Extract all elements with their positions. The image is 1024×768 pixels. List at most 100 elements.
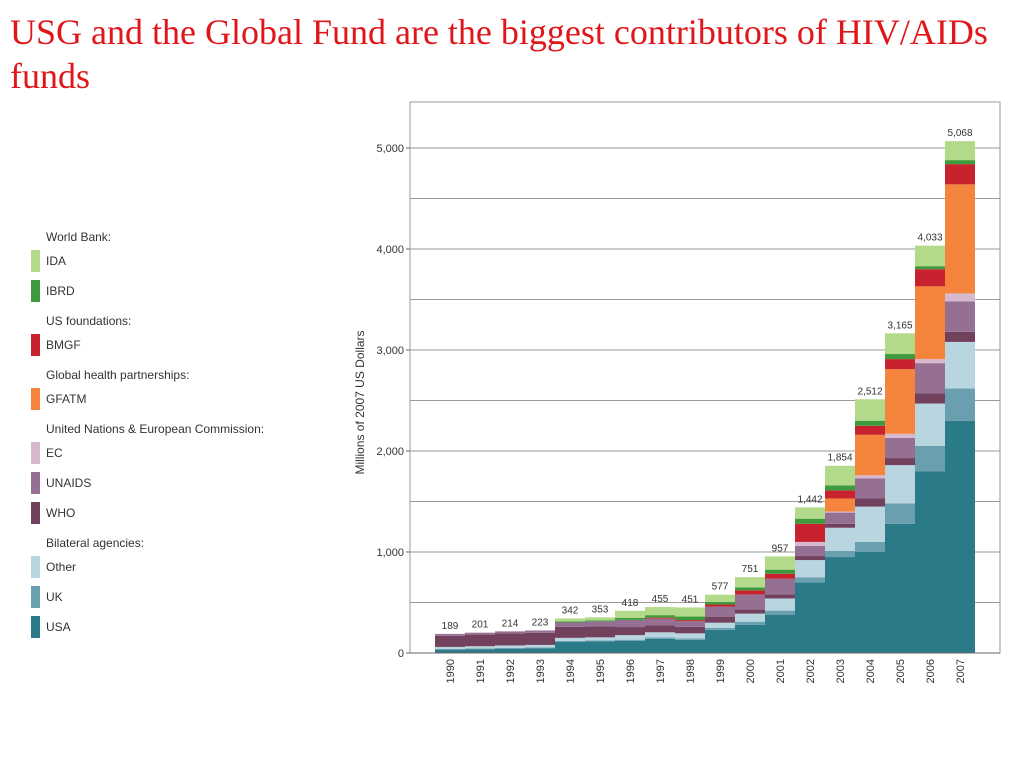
legend-swatch [31, 472, 40, 494]
bar-segment-ec [795, 541, 825, 546]
bar-segment-other [795, 560, 825, 578]
x-tick-label: 2005 [895, 659, 907, 683]
y-axis-label: Millions of 2007 US Dollars [353, 330, 367, 474]
legend-group-world-bank: World Bank: IDA IBRD [30, 228, 330, 306]
legend-heading: US foundations: [46, 314, 132, 328]
legend-label: BMGF [46, 338, 81, 352]
y-tick-label: 0 [398, 648, 404, 660]
bar-segment-who [495, 633, 525, 646]
bar-segment-who [465, 634, 495, 647]
legend-group-united-nations-european-commission: United Nations & European Commission: EC U… [30, 420, 330, 528]
bar-segment-other [945, 341, 975, 389]
bar-segment-ec [885, 433, 915, 438]
bar-segment-unaids [735, 594, 765, 610]
x-tick-label: 1995 [595, 659, 607, 683]
bar-segment-ida [705, 594, 735, 602]
bar-segment-usa [585, 641, 615, 653]
bar-segment-uk [495, 647, 525, 649]
bar-segment-usa [435, 649, 465, 653]
legend-swatch [31, 616, 40, 638]
bar-segment-uk [525, 647, 555, 649]
bar-segment-usa [855, 552, 885, 653]
bar-segment-usa [795, 582, 825, 653]
bar-total-label: 455 [652, 594, 669, 605]
bar-segment-other [855, 506, 885, 542]
legend-heading: Bilateral agencies: [46, 536, 145, 550]
bar-segment-ibrd [765, 569, 795, 574]
bar-segment-bmgf [705, 604, 735, 607]
bar-segment-uk [945, 388, 975, 421]
bar-segment-ibrd [675, 616, 705, 621]
bar-segment-unaids [795, 545, 825, 557]
x-tick-label: 1994 [565, 659, 577, 683]
bar-segment-other [435, 646, 465, 649]
x-tick-label: 2007 [955, 659, 967, 683]
bar-segment-ibrd [795, 518, 825, 524]
legend-heading: World Bank: [46, 230, 112, 244]
bar-segment-bmgf [735, 590, 765, 595]
slide-title: USG and the Global Fund are the biggest … [10, 12, 988, 96]
x-tick-label: 2003 [835, 659, 847, 683]
bar-segment-uk [465, 648, 495, 650]
bar-segment-who [825, 523, 855, 528]
bar-segment-who [555, 626, 585, 638]
bar-segment-bmgf [645, 617, 675, 619]
bar-segment-unaids [675, 621, 705, 627]
bar-segment-uk [555, 640, 585, 642]
bar-total-label: 3,165 [887, 320, 912, 331]
y-tick-label: 1,000 [376, 547, 404, 559]
bar-segment-who [435, 635, 465, 647]
x-tick-label: 1991 [475, 659, 487, 683]
bar-segment-ec [855, 475, 885, 479]
bar-total-label: 189 [442, 621, 459, 632]
bar-segment-who [525, 632, 555, 645]
bar-segment-ibrd [585, 620, 615, 622]
bar-segment-ida [675, 607, 705, 617]
bar-total-label: 957 [772, 543, 789, 554]
bar-segment-unaids [585, 621, 615, 627]
bar-total-label: 2,512 [857, 386, 882, 397]
bar-segment-usa [495, 648, 525, 653]
legend-label: WHO [46, 506, 76, 520]
bar-segment-ida [795, 507, 825, 519]
bar-segment-ec [915, 359, 945, 364]
bar-segment-ida [555, 618, 585, 622]
bar-segment-uk [915, 445, 945, 472]
legend-label: IBRD [46, 284, 75, 298]
bar-segment-uk [585, 640, 615, 642]
legend-group-us-foundations: US foundations: BMGF [30, 312, 330, 360]
bar-segment-usa [465, 649, 495, 653]
bar-segment-other [735, 613, 765, 622]
bar-segment-unaids [825, 512, 855, 524]
legend-heading: Global health partnerships: [46, 368, 190, 382]
bar-segment-unaids [765, 578, 795, 595]
legend-label: UK [46, 590, 63, 604]
bar-segment-uk [435, 648, 465, 650]
legend-swatch [31, 280, 40, 302]
bar-segment-who [585, 626, 615, 638]
legend-swatch [31, 388, 40, 410]
legend-item-unaids: UNAIDS [30, 468, 330, 498]
bar-segment-uk [825, 550, 855, 558]
bar-segment-other [765, 598, 795, 611]
bar-total-label: 577 [712, 582, 729, 593]
x-tick-label: 1999 [715, 659, 727, 683]
bar-segment-ibrd [945, 160, 975, 165]
bar-segment-unaids [495, 631, 525, 634]
bar-segment-gfatm [885, 369, 915, 434]
bar-segment-ec [945, 293, 975, 302]
legend-item-gfatm: GFATM [30, 384, 330, 414]
legend-group-bilateral-agencies: Bilateral agencies: Other UK USA [30, 534, 330, 642]
legend-item-usa: USA [30, 612, 330, 642]
bar-segment-who [795, 556, 825, 561]
bar-segment-usa [645, 638, 675, 653]
bar-segment-who [915, 393, 945, 404]
bar-segment-other [645, 632, 675, 638]
bar-segment-ida [945, 141, 975, 161]
legend-swatch [31, 586, 40, 608]
bar-segment-ibrd [735, 587, 765, 591]
bar-segment-usa [735, 624, 765, 653]
bar-total-label: 418 [622, 598, 639, 609]
bar-segment-ibrd [705, 601, 735, 605]
bar-segment-other [615, 635, 645, 640]
